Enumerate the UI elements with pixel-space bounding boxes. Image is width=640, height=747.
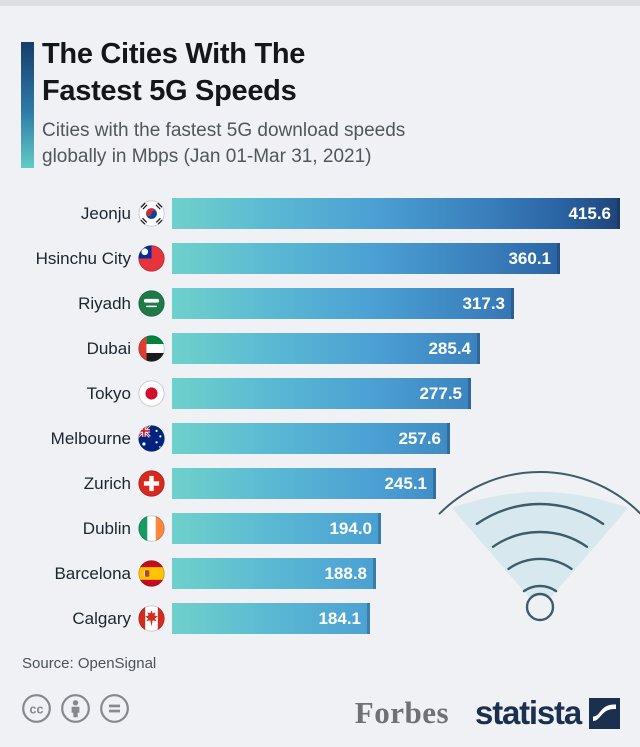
value-bar: 245.1 [172,468,436,499]
chart-row: Riyadh 317.3 [0,288,640,319]
city-label: Dubai [86,338,131,358]
row-label-area: Hsinchu City [0,243,165,274]
flag-icon-saudi-arabia [138,290,165,317]
flag-icon-taiwan [138,245,165,272]
chart-row: Zurich 245.1 [0,468,640,499]
city-label: Jeonju [80,203,131,223]
svg-text:cc: cc [30,702,44,716]
source-note: Source: OpenSignal [22,655,157,672]
statista-swoosh-icon [589,697,620,729]
value-bar: 184.1 [172,603,370,634]
chart-row: Dublin 194.0 [0,513,640,544]
chart-row: Hsinchu City 360.1 [0,243,640,274]
city-label: Tokyo [86,383,131,403]
row-label-area: Dubai [0,333,165,364]
row-label-area: Calgary [0,603,165,634]
city-label: Dublin [82,518,131,538]
chart-row: Melbourne 257.6 [0,423,640,454]
flag-icon-australia [138,425,165,452]
attribution-icon [61,694,90,723]
flag-icon-japan [138,380,165,407]
city-label: Barcelona [54,563,131,583]
bar-value-label: 194.0 [329,518,372,538]
title-accent-bar [21,42,34,168]
value-bar: 257.6 [172,423,450,454]
title-line-1: The Cities With The [42,38,306,70]
forbes-logo: Forbes [354,695,450,730]
flag-icon-ireland [138,515,165,542]
chart-row: Tokyo 277.5 [0,378,640,409]
bar-value-label: 317.3 [462,293,505,313]
bar-value-label: 188.8 [324,563,367,583]
chart-row: Calgary 184.1 [0,603,640,634]
city-label: Calgary [72,608,131,628]
bar-chart: Jeonju 415.6 Hsinchu City 360.1 Riyadh 317.3 D… [0,198,640,648]
chart-row: Barcelona 188.8 [0,558,640,589]
chart-row: Dubai 285.4 [0,333,640,364]
bar-value-label: 245.1 [384,473,427,493]
city-label: Riyadh [78,293,131,313]
value-bar: 360.1 [172,243,560,274]
city-label: Zurich [83,473,131,493]
flag-icon-canada [138,605,165,632]
flag-icon-spain [138,560,165,587]
row-label-area: Dublin [0,513,165,544]
page-title: The Cities With The Fastest 5G Speeds [42,36,305,110]
subtitle-line-1: Cities with the fastest 5G download spee… [42,120,406,141]
no-derivatives-icon [100,694,129,723]
flag-icon-uae [138,335,165,362]
bar-value-label: 277.5 [419,383,462,403]
value-bar: 277.5 [172,378,471,409]
bar-value-label: 285.4 [428,338,471,358]
subtitle-line-2: globally in Mbps (Jan 01-Mar 31, 2021) [42,146,372,167]
flag-icon-switzerland [138,470,165,497]
chart-subtitle: Cities with the fastest 5G download spee… [42,118,405,170]
bar-value-label: 257.6 [398,428,441,448]
statista-logo: statista [475,694,620,732]
bar-value-label: 360.1 [508,248,551,268]
statista-wordmark: statista [475,694,582,731]
bar-value-label: 184.1 [318,608,361,628]
city-label: Hsinchu City [35,248,131,268]
value-bar: 188.8 [172,558,376,589]
row-label-area: Melbourne [0,423,165,454]
chart-row: Jeonju 415.6 [0,198,640,229]
value-bar: 285.4 [172,333,480,364]
brand-logos: Forbes statista [355,694,620,732]
value-bar: 415.6 [172,198,620,229]
bar-value-label: 415.6 [568,203,611,223]
license-icons: cc [21,693,130,724]
row-label-area: Tokyo [0,378,165,409]
value-bar: 317.3 [172,288,514,319]
title-line-2: Fastest 5G Speeds [42,75,297,107]
value-bar: 194.0 [172,513,381,544]
flag-icon-south-korea [138,200,165,227]
top-border [0,0,640,6]
wifi-signal-icon [438,471,640,622]
row-label-area: Riyadh [0,288,165,319]
city-label: Melbourne [50,428,131,448]
row-label-area: Zurich [0,468,165,499]
row-label-area: Jeonju [0,198,165,229]
cc-icon: cc [22,694,51,723]
row-label-area: Barcelona [0,558,165,589]
